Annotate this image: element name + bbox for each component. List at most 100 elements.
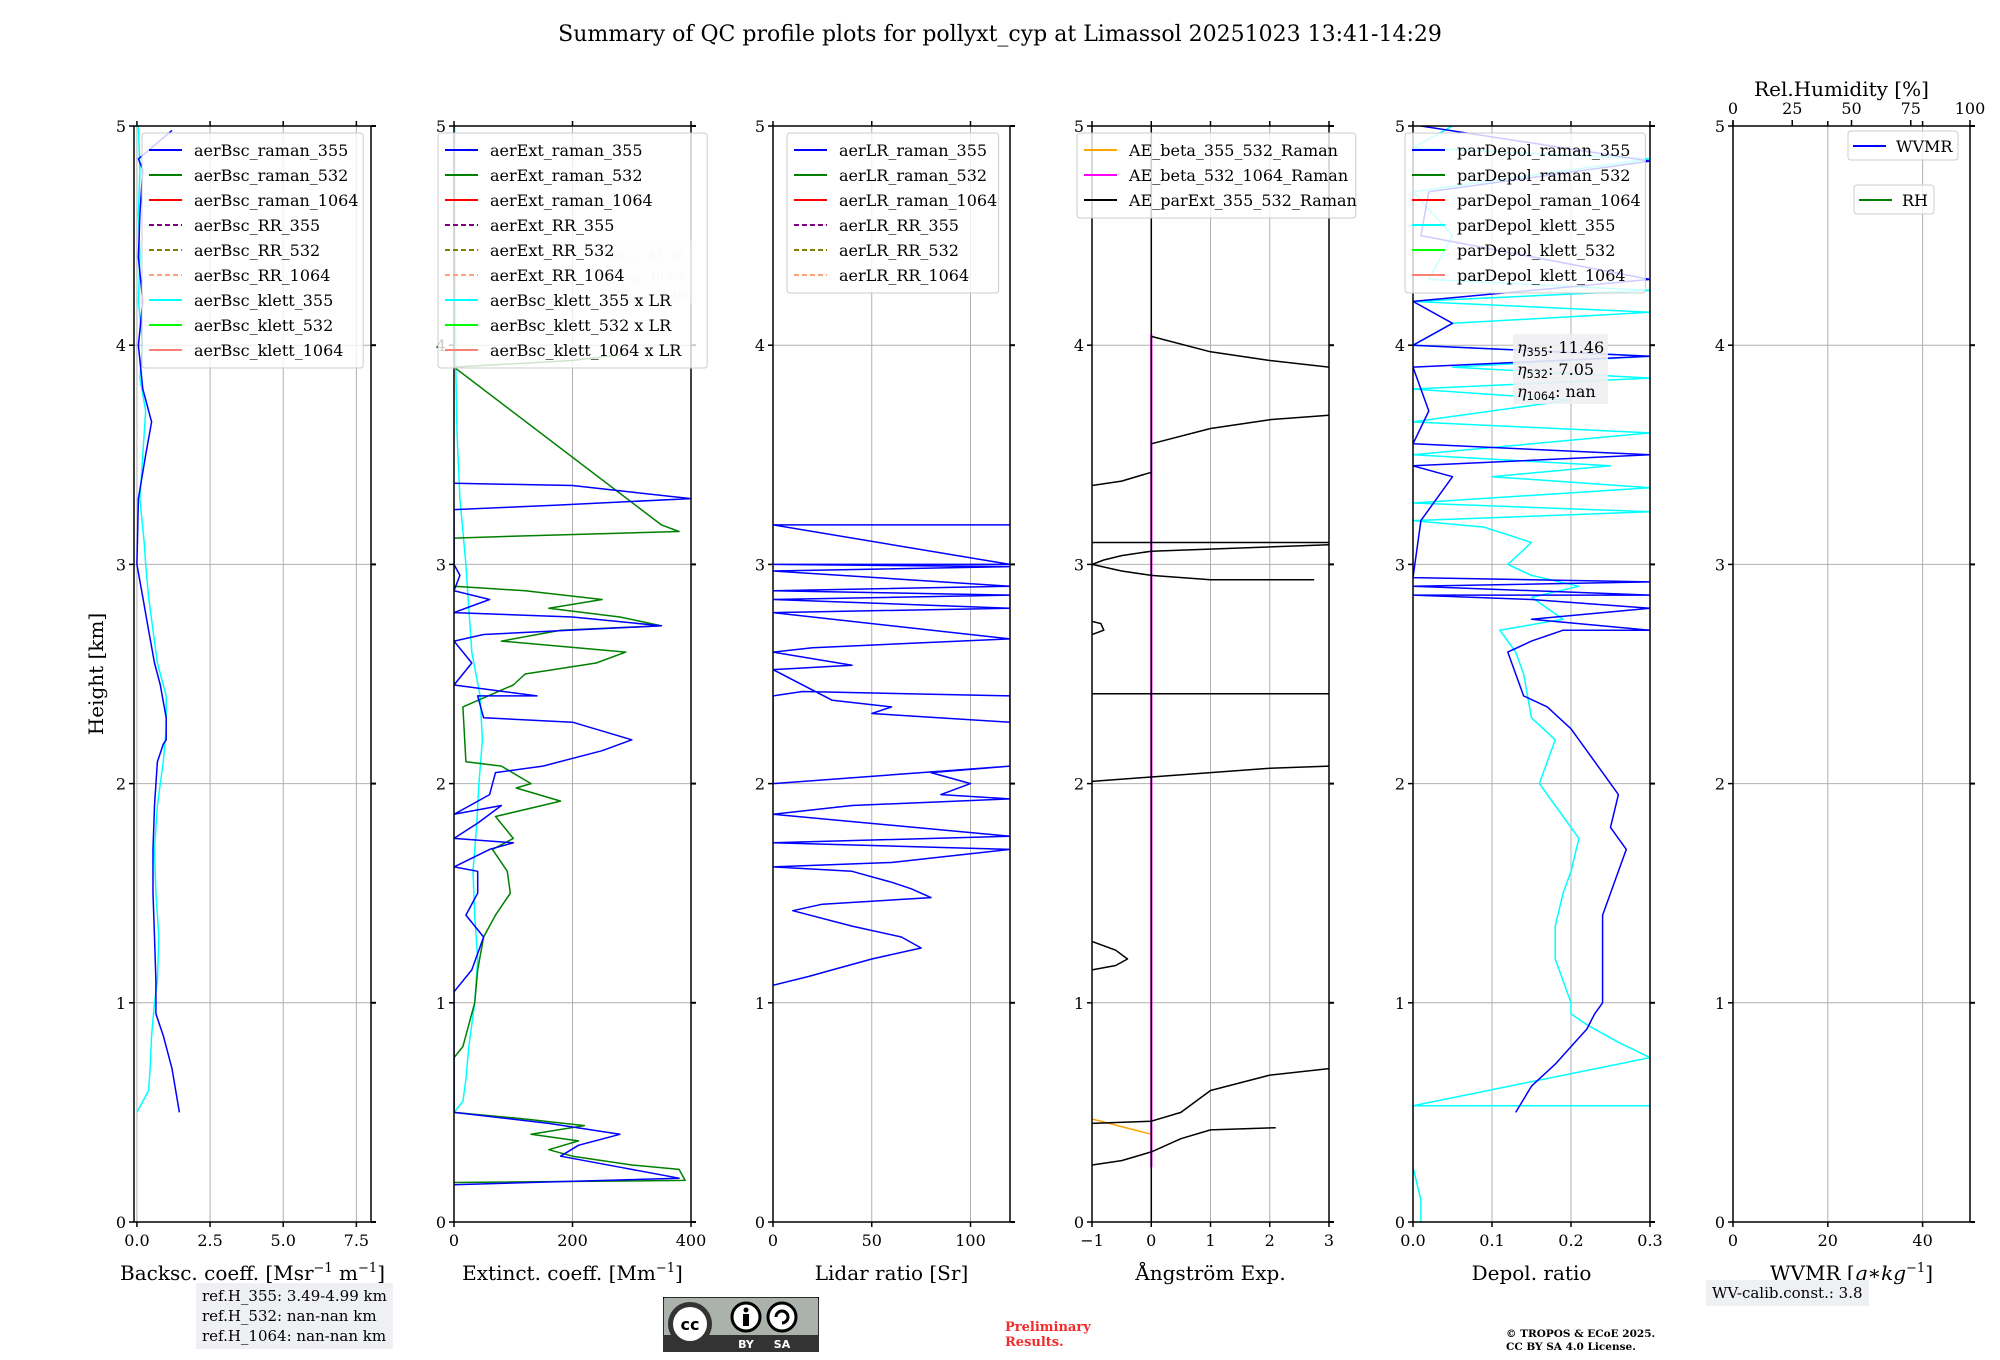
y-tick-label: 0: [436, 1213, 446, 1232]
legend-frame: [1076, 132, 1357, 219]
wv-calib-const: WV-calib.const.: 3.8: [1712, 1284, 1863, 1302]
legend-label: aerLR_RR_1064: [839, 266, 969, 285]
legend-frame: [1853, 184, 1935, 215]
series-line-parDepol_raman_355: [1413, 126, 1650, 1113]
series-group: [454, 126, 691, 1186]
y-tick-label: 2: [1715, 775, 1725, 794]
y-tick-label: 5: [755, 117, 765, 136]
series-line-AE_parExt_355_532_Raman_seg4: [1092, 940, 1129, 971]
series-line-aerExt_raman_355: [454, 482, 691, 1186]
legend-label: aerBsc_RR_532: [194, 241, 320, 260]
y-tick-label: 5: [1715, 117, 1725, 136]
y-tick-label: 1: [1395, 994, 1405, 1013]
y-tick-label: 0: [1074, 1213, 1084, 1232]
y-tick-label: 3: [116, 555, 126, 574]
legend-label: aerExt_RR_1064: [490, 266, 625, 285]
y-tick-label: 1: [755, 994, 765, 1013]
x-tick-label: 0: [1728, 1231, 1738, 1250]
copyright-line-2: CC BY SA 4.0 License.: [1506, 1341, 1636, 1353]
annotation-background: [1513, 334, 1608, 404]
axes-frame: [133, 125, 372, 1223]
wv-calib-box: WV-calib.const.: 3.8: [1706, 1280, 1869, 1306]
x-tick-label: 0.3: [1637, 1231, 1662, 1250]
legend-label: aerLR_RR_355: [839, 216, 959, 235]
series-line-AE_beta_355_532_Raman: [1092, 1118, 1152, 1136]
series-line-aerExt_raman_532: [454, 353, 686, 1184]
panel-depol: 0.0 0.1 0.2 0.3 0 1 2 3 4 5 Depol. ratio η355: 11.4…: [1395, 117, 1663, 1285]
legend-label: parDepol_klett_355: [1457, 216, 1615, 235]
panel-ext: 0200400012345Extinct. coeff. [Mm−1]LR355…: [436, 117, 708, 1285]
annotation-line: η532: 7.05: [1517, 360, 1594, 381]
legend-label: RH: [1902, 191, 1928, 210]
preliminary-note: Preliminary Results.: [1005, 1320, 1091, 1350]
x-tick-label: 100: [955, 1231, 986, 1250]
preliminary-line-2: Results.: [1005, 1335, 1064, 1350]
preliminary-line-1: Preliminary: [1005, 1320, 1091, 1335]
y-tick-label: 2: [116, 775, 126, 794]
series-line-AE_parExt_355_532_Raman_seg3: [1092, 1067, 1329, 1125]
x-tick-label: 0.2: [1558, 1231, 1583, 1250]
y-tick-label: 3: [1715, 555, 1725, 574]
legend-label: WVMR: [1896, 137, 1953, 156]
legend: aerExt_raman_355 aerExt_raman_532 aerExt_r…: [437, 132, 708, 369]
y-tick-label: 3: [436, 555, 446, 574]
panel-bsc: 0.0 2.5 5.0 7.5 0 1 2 3 4 5 Backsc. coeff. [Msr−1 …: [116, 117, 385, 1285]
series-line-AE_parExt_355_532_Raman_seg5: [1092, 765, 1329, 783]
x-tick-label: 50: [862, 1231, 882, 1250]
x-tick-label: 0.0: [1400, 1231, 1425, 1250]
legend-label: AE_beta_532_1064_Raman: [1128, 166, 1348, 185]
y-tick-label: 4: [116, 336, 126, 355]
legend-label: aerExt_raman_355: [490, 141, 643, 160]
x-axis-label: Backsc. coeff. [Msr−1 m−1]: [120, 1261, 385, 1285]
panel-lr: 0 50 100 0 1 2 3 4 5 Lidar ratio [Sr] aerLR_raman_…: [755, 117, 1015, 1285]
ref-height-355: ref.H_355: 3.49-4.99 km: [202, 1287, 387, 1305]
annotation-line: η1064: nan: [1517, 382, 1596, 403]
y-tick-label: 3: [755, 555, 765, 574]
top-x-axis-label: Rel.Humidity [%]: [1754, 77, 1929, 101]
y-tick-label: 5: [1074, 117, 1084, 136]
series-group: [1092, 126, 1329, 1222]
y-tick-label: 3: [1395, 555, 1405, 574]
legend: parDepol_raman_355 parDepol_raman_532 parD…: [1404, 132, 1646, 294]
x-tick-label: 1: [1205, 1231, 1215, 1250]
y-tick-label: 5: [116, 117, 126, 136]
y-tick-label: 2: [1074, 775, 1084, 794]
legend-label: parDepol_raman_532: [1457, 166, 1630, 185]
ref-heights-box: ref.H_355: 3.49-4.99 km ref.H_532: nan-n…: [196, 1283, 393, 1349]
sa-icon-arrow: [774, 1309, 790, 1325]
legend-label: aerExt_raman_532: [490, 166, 643, 185]
y-tick-label: 0: [1395, 1213, 1405, 1232]
series-group: [773, 524, 1010, 987]
x-tick-label: 7.5: [344, 1231, 369, 1250]
legend-label: aerBsc_RR_1064: [194, 266, 330, 285]
x-tick-label: 20: [1818, 1231, 1838, 1250]
y-tick-label: 2: [755, 775, 765, 794]
legend-label: aerBsc_klett_532 x LR: [490, 316, 672, 335]
y-tick-label: 5: [1395, 117, 1405, 136]
legend-label: aerBsc_RR_355: [194, 216, 320, 235]
ref-height-1064: ref.H_1064: nan-nan km: [202, 1327, 387, 1345]
y-tick-label: 0: [1715, 1213, 1725, 1232]
x-tick-label: 0: [449, 1231, 459, 1250]
legend-label: aerExt_RR_532: [490, 241, 614, 260]
legend-label: aerLR_raman_532: [839, 166, 987, 185]
x-tick-label: −1: [1080, 1231, 1104, 1250]
x-axis-label: Ångström Exp.: [1134, 1260, 1285, 1285]
series-line-AE_parExt_355_532_Raman_seg11: [1151, 335, 1329, 368]
y-tick-label: 1: [1715, 994, 1725, 1013]
x-axis-label: Depol. ratio: [1472, 1261, 1592, 1285]
legend-label: aerLR_raman_355: [839, 141, 987, 160]
legend-label: aerBsc_klett_355: [194, 291, 333, 310]
legend-label: AE_beta_355_532_Raman: [1128, 141, 1338, 160]
legend-wvmr: WVMR: [1847, 130, 1959, 161]
series-line-aerBsc_raman_355: [136, 129, 181, 1113]
x-tick-label: 0: [768, 1231, 778, 1250]
legend-label: aerBsc_raman_355: [194, 141, 348, 160]
series-line-aerBsc_klett_355 x LR: [454, 126, 484, 1113]
cc-icon: [673, 1307, 707, 1341]
y-tick-label: 1: [436, 994, 446, 1013]
series-line-AE_parExt_355_532_Raman_seg2: [1092, 1126, 1276, 1166]
x-tick-label: 2.5: [197, 1231, 222, 1250]
x-tick-label: 0.0: [124, 1231, 149, 1250]
